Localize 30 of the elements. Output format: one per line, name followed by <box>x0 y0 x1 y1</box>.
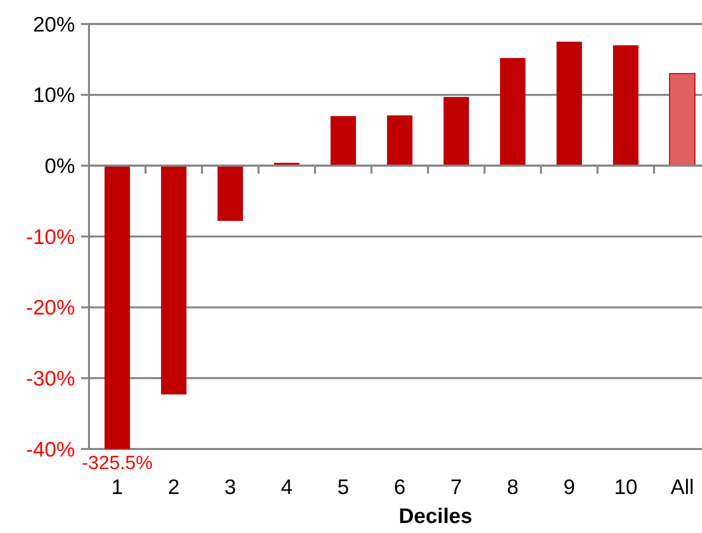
bar <box>500 58 526 166</box>
x-tick-label: 5 <box>337 476 350 499</box>
y-tick-label: -10% <box>26 226 75 249</box>
bar <box>218 166 243 221</box>
x-tick-label: 1 <box>111 476 124 499</box>
bar <box>387 115 412 166</box>
annotation: -325.5% <box>82 453 153 474</box>
x-tick-label: 6 <box>394 476 406 499</box>
x-tick-label: 4 <box>280 476 293 499</box>
x-tick-label: 3 <box>224 476 236 499</box>
bar <box>669 73 696 166</box>
y-tick-label: -40% <box>26 438 75 462</box>
x-tick-label: 8 <box>506 476 519 499</box>
bar <box>444 96 469 166</box>
x-tick-label: 2 <box>168 476 180 499</box>
bar <box>613 45 638 166</box>
y-tick-label: -30% <box>26 368 75 391</box>
y-tick-label: 0% <box>44 155 75 178</box>
bar <box>161 166 186 394</box>
bar <box>556 42 582 166</box>
x-tick-label: All <box>670 476 694 499</box>
x-tick-label: 10 <box>614 476 638 499</box>
x-axis-title: Deciles <box>398 505 472 528</box>
x-tick-label: 7 <box>450 476 462 499</box>
y-tick-label: -20% <box>26 296 75 320</box>
bar <box>104 166 130 449</box>
y-tick-label: 20% <box>32 13 75 36</box>
bar <box>330 116 356 166</box>
x-tick-label: 9 <box>563 476 576 499</box>
y-tick-label: 10% <box>32 84 75 108</box>
